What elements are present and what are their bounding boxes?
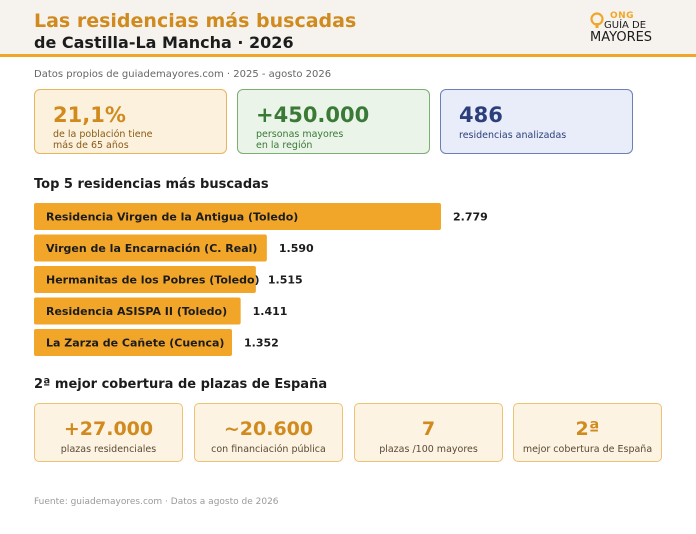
kpi-label-line: residencias analizadas	[459, 130, 567, 141]
stat-value: 7	[421, 418, 436, 440]
kpi-label: de la población tiene más de 65 años	[53, 129, 153, 151]
bar	[34, 203, 441, 230]
stat-label: plazas residenciales	[60, 444, 157, 455]
kpi-value: +450.000	[256, 103, 370, 127]
bar-category-label: Virgen de la Encarnación (C. Real)	[46, 242, 257, 255]
stat-label: mejor cobertura de España	[522, 444, 653, 455]
stat-card-ranking: 2ª mejor cobertura de España	[513, 403, 662, 462]
stat-card-public-funding: ~20.600 con financiación pública	[194, 403, 343, 462]
logo-guia: GUÍA DE	[604, 20, 647, 31]
bar-value-label: 1.352	[244, 337, 279, 350]
section-title-coverage: 2ª mejor cobertura de plazas de España	[34, 377, 328, 392]
bar-value-label: 1.515	[268, 274, 303, 287]
section-title-top5: Top 5 residencias más buscadas	[34, 177, 269, 192]
kpi-value: 486	[459, 103, 503, 127]
bar	[34, 329, 233, 356]
bar	[34, 297, 241, 325]
page-title: Las residencias más buscadas	[34, 10, 357, 32]
logo-mayores: MAYORES	[590, 30, 653, 45]
kpi-label-line: más de 65 años	[53, 140, 129, 151]
logo-ong: ONG	[610, 11, 635, 21]
kpi-label: personas mayores en la región	[256, 129, 343, 151]
kpi-card-residences: 486 residencias analizadas	[440, 89, 633, 154]
kpi-label-line: de la población tiene	[53, 129, 153, 140]
stat-value: ~20.600	[223, 418, 314, 440]
bar-category-label: Residencia Virgen de la Antigua (Toledo)	[46, 211, 298, 224]
stat-value: 2ª	[575, 418, 600, 440]
stat-card-places: +27.000 plazas residenciales	[34, 403, 183, 462]
logo-mark-icon	[590, 12, 604, 28]
header: Las residencias más buscadas de Castilla…	[0, 0, 696, 57]
bar-value-label: 2.779	[453, 211, 488, 224]
kpi-label-line: en la región	[256, 140, 313, 151]
bar	[34, 266, 256, 293]
bar-category-label: Residencia ASISPA II (Toledo)	[46, 305, 227, 318]
bar-category-label: La Zarza de Cañete (Cuenca)	[46, 337, 224, 350]
bar	[34, 234, 267, 262]
kpi-label-line: personas mayores	[256, 129, 344, 140]
stat-label: plazas /100 mayores	[379, 444, 478, 455]
stat-label: con financiación pública	[211, 444, 326, 455]
kpi-card-seniors: +450.000 personas mayores en la región	[237, 89, 430, 154]
bar-value-label: 1.590	[279, 242, 314, 255]
data-source-note: Datos propios de guiademayores.com · 202…	[34, 69, 332, 80]
bar-category-label: Hermanitas de los Pobres (Toledo)	[46, 274, 260, 287]
bar-value-label: 1.411	[253, 305, 288, 318]
page-subtitle-title: de Castilla-La Mancha · 2026	[34, 33, 294, 52]
footer-source: Fuente: guiademayores.com · Datos a agos…	[34, 497, 279, 507]
kpi-label: residencias analizadas	[459, 130, 566, 141]
kpi-value: 21,1%	[53, 103, 126, 127]
kpi-card-population: 21,1% de la población tiene más de 65 añ…	[34, 89, 227, 154]
stat-card-ratio: 7 plazas /100 mayores	[354, 403, 503, 462]
logo: ONG GUÍA DE MAYORES	[588, 11, 668, 47]
stat-value: +27.000	[63, 418, 154, 440]
